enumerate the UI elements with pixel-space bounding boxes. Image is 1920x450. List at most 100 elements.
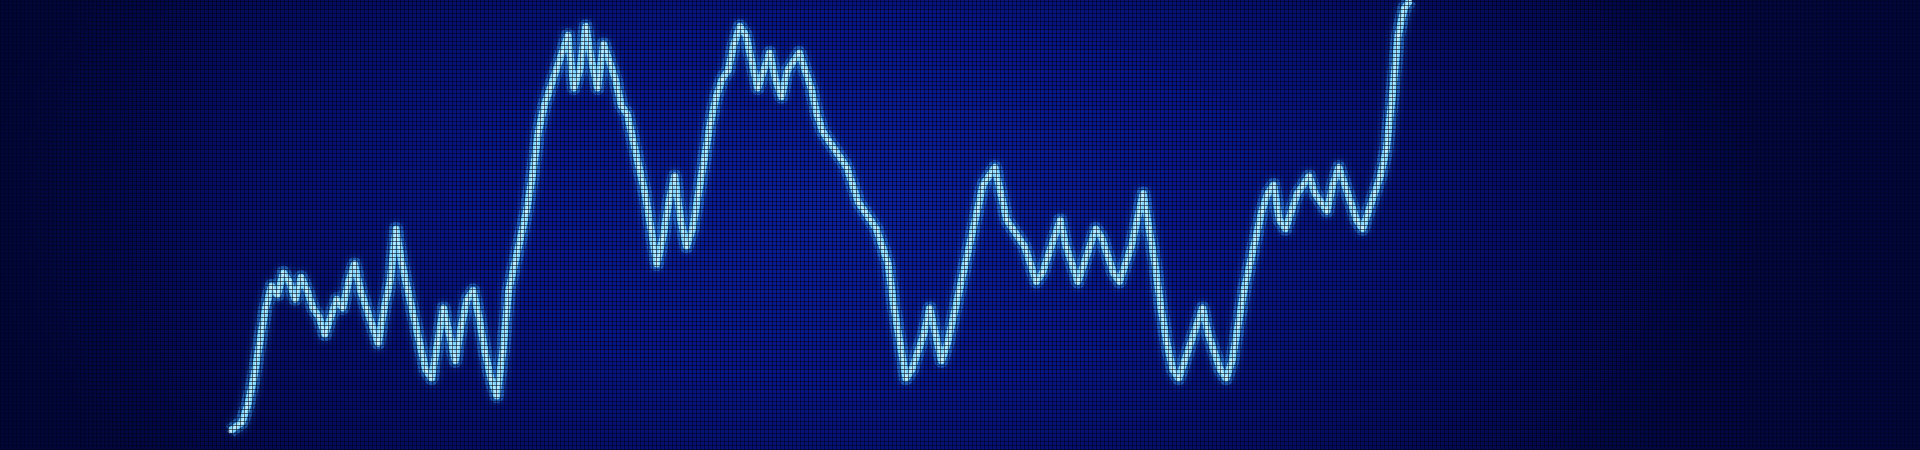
data-point xyxy=(903,376,909,381)
data-point xyxy=(429,376,434,381)
data-point xyxy=(1283,226,1288,231)
data-point xyxy=(874,226,879,231)
data-point xyxy=(1063,244,1069,249)
data-point xyxy=(1158,305,1164,311)
data-point xyxy=(411,314,416,319)
data-point xyxy=(310,305,316,311)
data-point xyxy=(506,288,511,293)
data-point xyxy=(619,103,624,108)
data-point xyxy=(1241,288,1247,293)
data-point xyxy=(737,24,743,29)
data-point xyxy=(322,332,328,337)
data-point xyxy=(488,376,494,381)
data-point xyxy=(453,358,458,363)
data-point xyxy=(797,50,802,55)
data-point xyxy=(494,393,499,399)
data-point xyxy=(245,402,250,407)
data-point xyxy=(239,420,245,425)
data-point xyxy=(1301,182,1306,187)
data-point xyxy=(340,305,345,311)
data-point xyxy=(1170,367,1176,372)
data-point xyxy=(731,41,737,47)
data-point xyxy=(820,129,826,135)
data-point xyxy=(1271,182,1276,187)
data-point xyxy=(785,68,790,73)
data-point xyxy=(275,292,280,297)
data-point xyxy=(571,85,577,91)
data-point xyxy=(1058,217,1063,223)
data-point xyxy=(524,209,529,214)
data-point xyxy=(376,341,381,346)
data-point xyxy=(808,85,814,91)
data-point xyxy=(838,156,843,161)
data-point xyxy=(417,341,422,346)
data-point xyxy=(589,59,594,64)
data-point xyxy=(1336,165,1342,170)
data-point xyxy=(328,314,333,319)
data-point xyxy=(969,235,974,240)
data-point xyxy=(1342,182,1348,187)
data-point xyxy=(1004,217,1009,223)
data-point xyxy=(1206,332,1211,337)
data-point xyxy=(992,165,998,170)
data-point xyxy=(974,209,980,214)
data-point xyxy=(1052,235,1057,240)
data-point xyxy=(642,191,648,196)
data-point xyxy=(761,68,766,73)
data-point xyxy=(909,367,915,372)
data-point xyxy=(316,314,322,319)
data-point xyxy=(1099,235,1104,240)
data-point xyxy=(1247,261,1253,267)
data-point xyxy=(636,165,642,170)
data-point xyxy=(1235,323,1241,328)
data-point xyxy=(1046,253,1051,258)
data-point xyxy=(1129,244,1134,249)
data-point xyxy=(465,297,470,302)
data-point xyxy=(690,226,695,231)
data-point xyxy=(548,85,553,91)
data-point xyxy=(565,33,571,38)
data-point xyxy=(287,279,292,284)
data-point xyxy=(1218,367,1223,372)
data-point xyxy=(714,94,719,100)
data-point xyxy=(814,112,820,117)
data-point xyxy=(583,24,588,29)
data-point xyxy=(915,349,920,355)
data-point xyxy=(862,209,867,214)
data-point xyxy=(986,173,992,179)
data-point xyxy=(227,429,233,434)
data-point xyxy=(1016,235,1021,240)
data-point xyxy=(1135,217,1140,223)
data-point xyxy=(1401,6,1407,11)
data-point xyxy=(654,261,660,267)
data-point xyxy=(387,279,393,284)
data-point xyxy=(945,341,950,346)
data-point xyxy=(856,200,861,205)
data-point xyxy=(536,129,541,135)
data-point xyxy=(1224,376,1229,381)
data-point xyxy=(257,341,262,346)
data-point xyxy=(1312,191,1318,196)
price-series xyxy=(225,0,1416,437)
data-point xyxy=(625,112,630,117)
data-point xyxy=(441,305,446,311)
data-point xyxy=(1372,191,1377,196)
data-point xyxy=(702,156,707,161)
data-point xyxy=(939,358,944,363)
data-point xyxy=(1354,217,1359,223)
data-point xyxy=(382,305,387,311)
data-point xyxy=(743,33,749,38)
data-point xyxy=(1040,270,1045,275)
data-point xyxy=(963,261,968,267)
data-point xyxy=(530,173,535,179)
data-point xyxy=(957,288,962,293)
data-point xyxy=(1146,226,1152,231)
data-point xyxy=(1348,200,1353,205)
data-point xyxy=(1028,261,1033,267)
data-point xyxy=(1366,209,1371,214)
data-point xyxy=(281,270,286,275)
data-point xyxy=(518,235,523,240)
data-point xyxy=(346,279,351,284)
data-point xyxy=(1378,173,1383,179)
